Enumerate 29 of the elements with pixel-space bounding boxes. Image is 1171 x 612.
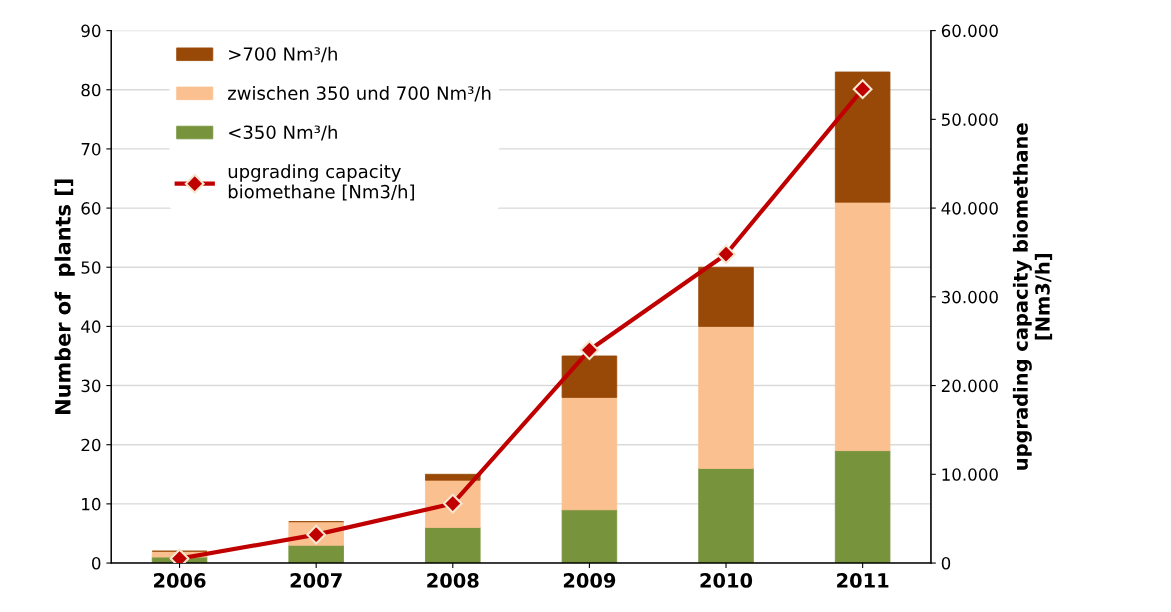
x-tick-label: 2011: [837, 573, 889, 588]
y2-axis-title: upgrading capacity biomethane [Nm3/h]: [1012, 123, 1053, 470]
y2-tick-label: 60.000: [941, 24, 998, 38]
x-tick-label: 2006: [154, 573, 206, 588]
y-axis-title: Number of plants []: [54, 179, 75, 414]
y-tick-label: 10: [82, 497, 101, 511]
y-tick-label: 20: [81, 438, 101, 452]
x-tick-label: 2010: [700, 573, 753, 588]
y-tick-label: 30: [81, 379, 101, 393]
y-tick-label: 0: [92, 557, 101, 570]
y-tick-label: 40: [81, 320, 101, 333]
y-tick-label: 70: [81, 142, 101, 156]
legend-label: >700 Nm³/h: [229, 46, 337, 63]
legend-label: <350 Nm³/h: [229, 125, 337, 141]
y-tick-label: 80: [81, 83, 101, 97]
y-tick-label: 50: [81, 261, 101, 274]
x-tick-label: 2009: [563, 573, 616, 588]
y-tick-label: 90: [81, 24, 101, 38]
y2-tick-label: 30.000: [941, 290, 998, 304]
x-tick-label: 2008: [427, 573, 479, 588]
y2-tick-label: 40.000: [941, 202, 998, 215]
y2-tick-label: 10.000: [942, 468, 998, 481]
legend-label: upgrading capacity biomethane [Nm3/h]: [228, 164, 414, 201]
x-tick-label: 2007: [290, 573, 342, 588]
y2-tick-label: 20.000: [941, 379, 998, 393]
y-tick-label: 60: [81, 202, 101, 215]
y2-tick-label: 0: [941, 557, 951, 570]
legend-label: zwischen 350 und 700 Nm³/h: [228, 85, 491, 102]
y2-tick-label: 50.000: [941, 113, 998, 126]
